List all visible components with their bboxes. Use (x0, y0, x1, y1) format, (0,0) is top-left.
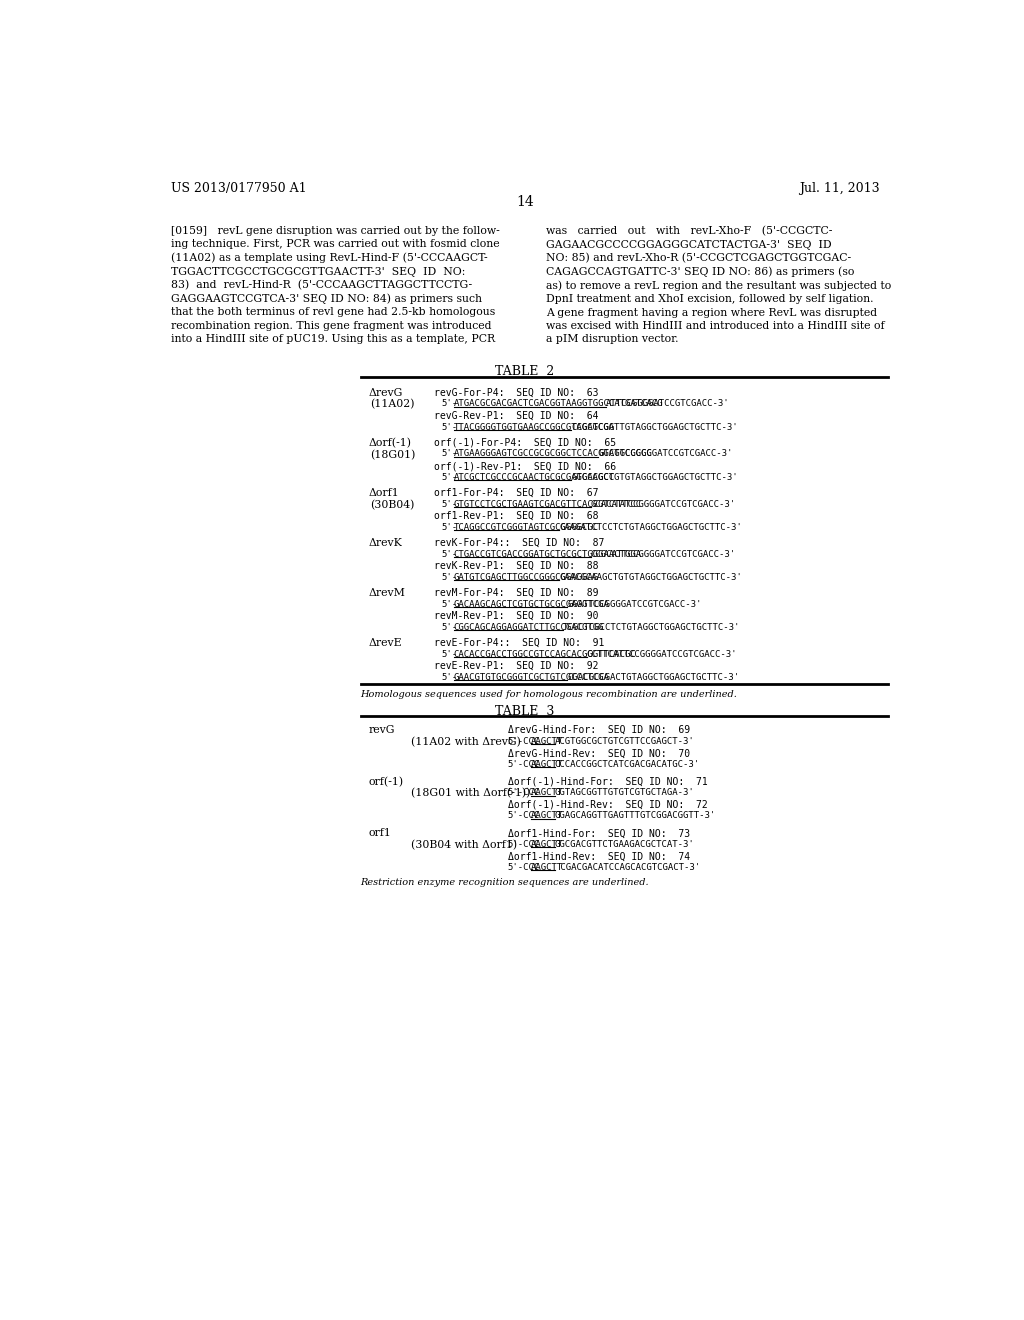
Text: 5'-: 5'- (442, 549, 458, 558)
Text: AAGCTT: AAGCTT (531, 760, 563, 768)
Text: US 2013/0177950 A1: US 2013/0177950 A1 (171, 182, 306, 194)
Text: 5'-CCC: 5'-CCC (508, 840, 540, 849)
Text: CGACGCCGACTGTAGGCTGGAGCTGCTTC-3': CGACGCCGACTGTAGGCTGGAGCTGCTTC-3' (567, 673, 739, 681)
Text: (30B04): (30B04) (371, 499, 415, 510)
Text: 5'-: 5'- (442, 623, 458, 632)
Text: Restriction enzyme recognition sequences are underlined.: Restriction enzyme recognition sequences… (360, 878, 649, 887)
Text: (30B04 with Δorf1): (30B04 with Δorf1) (411, 840, 517, 850)
Text: ATGAAGGGAGTCGCCGCGCGGCTCCACGTCGGCGCCC: ATGAAGGGAGTCGCCGCGCGGCTCCACGTCGGCGCCC (454, 449, 652, 458)
Text: revK-Rev-P1:  SEQ ID NO:  88: revK-Rev-P1: SEQ ID NO: 88 (434, 561, 599, 572)
Text: orf1-For-P4:  SEQ ID NO:  67: orf1-For-P4: SEQ ID NO: 67 (434, 488, 599, 498)
Text: orf1: orf1 (369, 829, 391, 838)
Text: orf1-Rev-P1:  SEQ ID NO:  68: orf1-Rev-P1: SEQ ID NO: 68 (434, 511, 599, 521)
Text: revG-For-P4:  SEQ ID NO:  63: revG-For-P4: SEQ ID NO: 63 (434, 388, 599, 397)
Text: 5'-CCC: 5'-CCC (508, 760, 540, 768)
Text: revG-Rev-P1:  SEQ ID NO:  64: revG-Rev-P1: SEQ ID NO: 64 (434, 411, 599, 421)
Text: ATCGCTCGCCCGCAACTGCGCGATGACGCC: ATCGCTCGCCCGCAACTGCGCGATGACGCC (454, 473, 614, 482)
Text: 5'-: 5'- (442, 499, 458, 508)
Text: GGTAGCGGTTGTGTCGTGCTAGA-3': GGTAGCGGTTGTGTCGTGCTAGA-3' (555, 788, 694, 797)
Text: (11A02 with ΔrevG): (11A02 with ΔrevG) (411, 737, 521, 747)
Text: CGACGACATCCAGCACGTCGACT-3': CGACGACATCCAGCACGTCGACT-3' (555, 863, 699, 873)
Text: Δorf(-1): Δorf(-1) (369, 438, 412, 449)
Text: GACAAGCAGCTCGTGCTGCGCGAGGTCGA: GACAAGCAGCTCGTGCTGCGCGAGGTCGA (454, 599, 609, 609)
Text: GAAGATCTCCTCTGTAGGCTGGAGCTGCTTC-3': GAAGATCTCCTCTGTAGGCTGGAGCTGCTTC-3' (559, 523, 742, 532)
Text: orf(-1)-Rev-P1:  SEQ ID NO:  66: orf(-1)-Rev-P1: SEQ ID NO: 66 (434, 461, 616, 471)
Text: TTACGGGGTGGTGAAGCCGGCGTCGATCGG: TTACGGGGTGGTGAAGCCGGCGTCGATCGG (454, 422, 614, 432)
Text: 5'-: 5'- (442, 473, 458, 482)
Text: ATTCCGGGGATCCGTCGACC-3': ATTCCGGGGATCCGTCGACC-3' (606, 400, 730, 408)
Text: ΔrevG: ΔrevG (369, 388, 402, 397)
Text: GAACGTGTGCGGGTCGCTGTCGCCCTCGA: GAACGTGTGCGGGTCGCTGTCGCCCTCGA (454, 673, 609, 681)
Text: Δorf(-1)-Hind-Rev:  SEQ ID NO:  72: Δorf(-1)-Hind-Rev: SEQ ID NO: 72 (508, 800, 708, 809)
Text: 5'-CCC: 5'-CCC (508, 788, 540, 797)
Text: AAGCTT: AAGCTT (531, 737, 563, 746)
Text: Homologous sequences used for homologous recombination are underlined.: Homologous sequences used for homologous… (360, 690, 737, 700)
Text: 5'-: 5'- (442, 573, 458, 582)
Text: CTGACCGTCGACCGGATGCTGCGCTGGGAACTGGA: CTGACCGTCGACCGGATGCTGCGCTGGGAACTGGA (454, 549, 642, 558)
Text: AAGCTT: AAGCTT (531, 840, 563, 849)
Text: orf(-1)-For-P4:  SEQ ID NO:  65: orf(-1)-For-P4: SEQ ID NO: 65 (434, 438, 616, 447)
Text: 5'-: 5'- (442, 673, 458, 681)
Text: Δorf(-1)-Hind-For:  SEQ ID NO:  71: Δorf(-1)-Hind-For: SEQ ID NO: 71 (508, 776, 708, 787)
Text: Δorf1-Hind-For:  SEQ ID NO:  73: Δorf1-Hind-For: SEQ ID NO: 73 (508, 829, 690, 838)
Text: revM-Rev-P1:  SEQ ID NO:  90: revM-Rev-P1: SEQ ID NO: 90 (434, 611, 599, 622)
Text: [0159]   revL gene disruption was carried out by the follow-
ing technique. Firs: [0159] revL gene disruption was carried … (171, 226, 500, 343)
Text: ΔrevE: ΔrevE (369, 638, 401, 648)
Text: revE-Rev-P1:  SEQ ID NO:  92: revE-Rev-P1: SEQ ID NO: 92 (434, 661, 599, 671)
Text: revG: revG (369, 725, 394, 735)
Text: revM-For-P4:  SEQ ID NO:  89: revM-For-P4: SEQ ID NO: 89 (434, 589, 599, 598)
Text: ATGACGCGACGACTCGACGGTAAGGTGGCCATGATCACG: ATGACGCGACGACTCGACGGTAAGGTGGCCATGATCACG (454, 400, 664, 408)
Text: AAGCTT: AAGCTT (531, 812, 563, 820)
Text: AAGCTT: AAGCTT (531, 863, 563, 873)
Text: GATGTCGAGCTTGGCCGGGCCGAGGAG: GATGTCGAGCTTGGCCGGGCCGAGGAG (454, 573, 599, 582)
Text: 5'-: 5'- (442, 422, 458, 432)
Text: TABLE  3: TABLE 3 (496, 705, 554, 718)
Text: ΔrevG-Hind-Rev:  SEQ ID NO:  70: ΔrevG-Hind-Rev: SEQ ID NO: 70 (508, 748, 690, 758)
Text: ΔrevK: ΔrevK (369, 539, 402, 548)
Text: ΔrevG-Hind-For:  SEQ ID NO:  69: ΔrevG-Hind-For: SEQ ID NO: 69 (508, 725, 690, 735)
Text: revE-For-P4::  SEQ ID NO:  91: revE-For-P4:: SEQ ID NO: 91 (434, 638, 604, 648)
Text: (18G01): (18G01) (371, 449, 416, 459)
Text: CAGCGCGATTGTAGGCTGGAGCTGCTTC-3': CAGCGCGATTGTAGGCTGGAGCTGCTTC-3' (571, 422, 737, 432)
Text: 5'-: 5'- (442, 400, 458, 408)
Text: TABLE  2: TABLE 2 (496, 364, 554, 378)
Text: (18G01 with Δorf(-1)): (18G01 with Δorf(-1)) (411, 788, 530, 799)
Text: GGCCAGCTGTGTAGGCTGGAGCTGCTTC-3': GGCCAGCTGTGTAGGCTGGAGCTGCTTC-3' (571, 473, 737, 482)
Text: GCACATTCCGGGGATCCGTCGACC-3': GCACATTCCGGGGATCCGTCGACC-3' (591, 499, 735, 508)
Text: AAGCTT: AAGCTT (531, 788, 563, 797)
Text: orf(-1): orf(-1) (369, 776, 403, 787)
Text: 5'-: 5'- (442, 523, 458, 532)
Text: 5'-CCC: 5'-CCC (508, 812, 540, 820)
Text: GTGTCCTCGCTGAAGTCGACGTTCACCGTCTATCC: GTGTCCTCGCTGAAGTCGACGTTCACCGTCTATCC (454, 499, 642, 508)
Text: GGAGCAGGTTGAGTTTGTCGGACGGTT-3': GGAGCAGGTTGAGTTTGTCGGACGGTT-3' (555, 812, 716, 820)
Text: Jul. 11, 2013: Jul. 11, 2013 (799, 182, 880, 194)
Text: was   carried   out   with   revL-Xho-F   (5'-CCGCTC-
GAGAACGCCCCGGAGGGCATCTACTG: was carried out with revL-Xho-F (5'-CCGC… (547, 226, 892, 345)
Text: GGCGACGTTCTGAAGACGCTCAT-3': GGCGACGTTCTGAAGACGCTCAT-3' (555, 840, 694, 849)
Text: 5'-: 5'- (442, 449, 458, 458)
Text: CCCACCGGCTCATCGACGACATGC-3': CCCACCGGCTCATCGACGACATGC-3' (555, 760, 699, 768)
Text: CCGCATTCCGGGGATCCGTCGACC-3': CCGCATTCCGGGGATCCGTCGACC-3' (591, 549, 735, 558)
Text: revK-For-P4::  SEQ ID NO:  87: revK-For-P4:: SEQ ID NO: 87 (434, 539, 604, 548)
Text: ΔrevM: ΔrevM (369, 589, 406, 598)
Text: ACGTGGCGCTGTCGTTCCGAGCT-3': ACGTGGCGCTGTCGTTCCGAGCT-3' (555, 737, 694, 746)
Text: CGGCAGCAGGAGGATCTTGCCGACGTGG: CGGCAGCAGGAGGATCTTGCCGACGTGG (454, 623, 604, 632)
Text: 5'-: 5'- (442, 599, 458, 609)
Text: Δorf1-Hind-Rev:  SEQ ID NO:  74: Δorf1-Hind-Rev: SEQ ID NO: 74 (508, 851, 690, 862)
Text: GGATTCCGGGGATCCGTCGACC-3': GGATTCCGGGGATCCGTCGACC-3' (567, 599, 701, 609)
Text: TCGCTCGCCTCTGTAGGCTGGAGCTGCTTC-3': TCGCTCGCCTCTGTAGGCTGGAGCTGCTTC-3' (563, 623, 740, 632)
Text: 14: 14 (516, 195, 534, 210)
Text: 5'-: 5'- (442, 649, 458, 659)
Text: GGATTCCGGGGATCCGTCGACC-3': GGATTCCGGGGATCCGTCGACC-3' (598, 449, 733, 458)
Text: 5'-CCC: 5'-CCC (508, 863, 540, 873)
Text: CACACCGACCTGGCCGTCCAGCACGGGTTCACGC: CACACCGACCTGGCCGTCCAGCACGGGTTCACGC (454, 649, 636, 659)
Text: Δorf1: Δorf1 (369, 488, 399, 498)
Text: (11A02): (11A02) (371, 400, 415, 409)
Text: GAACGCAAGCTGTGTAGGCTGGAGCTGCTTC-3': GAACGCAAGCTGTGTAGGCTGGAGCTGCTTC-3' (559, 573, 742, 582)
Text: CCTTCATTCCGGGGATCCGTCGACC-3': CCTTCATTCCGGGGATCCGTCGACC-3' (587, 649, 737, 659)
Text: TCAGGCCGTCGGGTAGTCGCCGGGCGC: TCAGGCCGTCGGGTAGTCGCCGGGCGC (454, 523, 599, 532)
Text: 5'-CCC: 5'-CCC (508, 737, 540, 746)
